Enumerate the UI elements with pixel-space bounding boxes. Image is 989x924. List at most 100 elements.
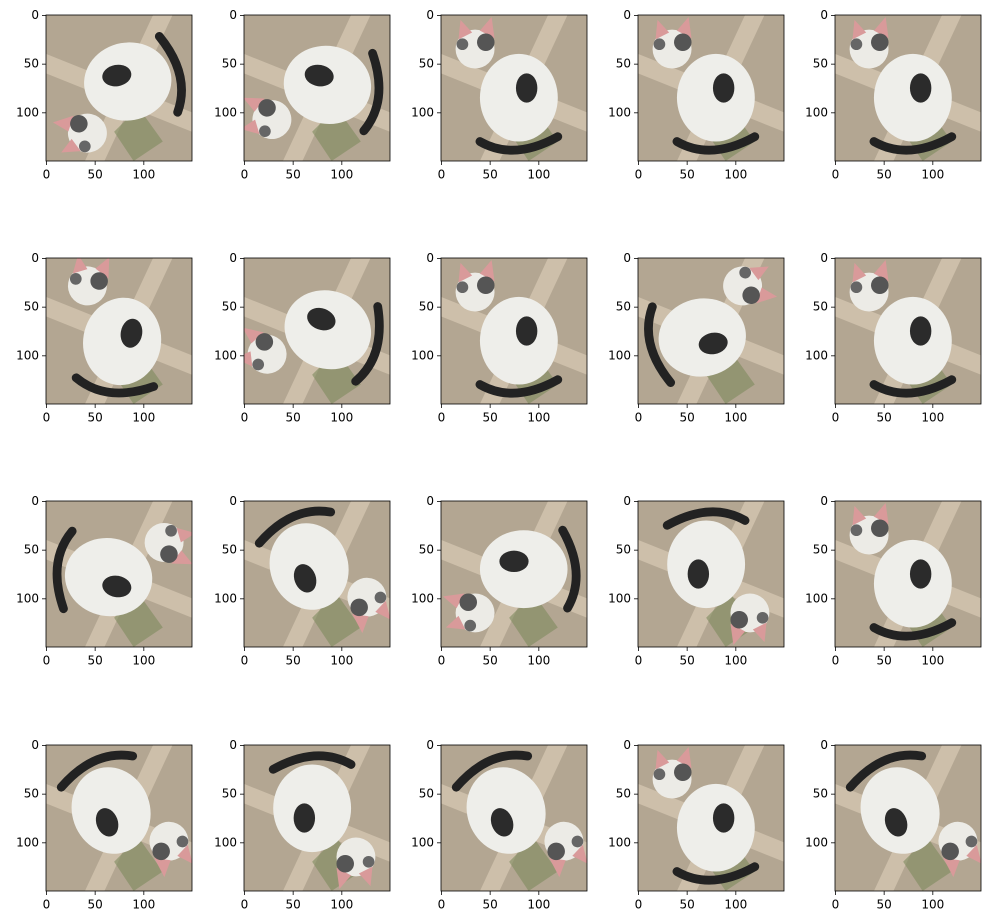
y-tick-label: 100	[608, 105, 631, 119]
y-tick-label: 100	[411, 591, 434, 605]
cat-spot	[95, 808, 119, 837]
y-tick-label: 50	[419, 300, 434, 314]
cat-ears	[244, 327, 264, 367]
cat-ears	[655, 16, 692, 40]
axes-frame	[45, 257, 193, 405]
axes-frame	[834, 14, 982, 162]
cat-patch	[456, 281, 469, 294]
axes-frame	[637, 500, 785, 648]
cat-patch	[941, 842, 959, 861]
x-tick-label: 0	[635, 898, 643, 912]
cat-patch	[374, 591, 387, 604]
y-tick-label: 100	[608, 835, 631, 849]
x-tick-label: 50	[483, 898, 498, 912]
cat-tail	[351, 302, 384, 386]
image-panel	[244, 501, 391, 647]
y-tick-label: 100	[214, 591, 237, 605]
cat-tail	[475, 375, 563, 398]
x-tick-label: 0	[832, 898, 840, 912]
cat-tail	[268, 751, 356, 774]
cat-spot	[515, 316, 538, 346]
y-tick-label: 100	[608, 591, 631, 605]
cat-tail	[56, 750, 138, 792]
cat-ears	[52, 115, 81, 153]
cat-patch	[176, 835, 189, 848]
axes-frame	[440, 257, 588, 405]
x-tick-label: 0	[43, 411, 51, 425]
cat-patch	[152, 842, 170, 861]
x-tick-label: 0	[43, 654, 51, 668]
y-tick-label: 100	[16, 105, 39, 119]
x-tick-label: 50	[88, 168, 103, 182]
x-tick-label: 100	[132, 411, 155, 425]
y-tick-label: 0	[229, 494, 237, 508]
y-tick-label: 100	[214, 835, 237, 849]
x-tick-label: 50	[88, 898, 103, 912]
cat-spot	[102, 575, 132, 598]
y-tick-label: 50	[813, 57, 828, 71]
cat	[652, 16, 760, 155]
x-tick-label: 0	[241, 168, 249, 182]
cat-spot	[102, 64, 132, 87]
image-panel	[244, 745, 390, 891]
cat-patch	[258, 99, 276, 117]
cat-tail	[869, 132, 957, 155]
x-tick-label: 100	[132, 168, 155, 182]
cat-patch	[350, 598, 368, 617]
y-tick-label: 0	[426, 738, 434, 752]
y-tick-label: 100	[16, 348, 39, 362]
x-tick-label: 50	[680, 168, 695, 182]
y-tick-label: 50	[616, 543, 631, 557]
image-panel	[441, 15, 587, 161]
cat-patch	[653, 38, 666, 51]
cat	[455, 16, 563, 155]
cat-tail	[672, 132, 760, 155]
cat	[442, 525, 581, 633]
x-tick-label: 0	[241, 898, 249, 912]
x-tick-label: 0	[438, 654, 446, 668]
cat	[652, 746, 760, 885]
x-tick-label: 0	[438, 898, 446, 912]
x-tick-label: 100	[921, 898, 944, 912]
cat-spot	[698, 332, 728, 355]
y-tick-label: 50	[616, 787, 631, 801]
cat-tail	[71, 373, 159, 398]
axes-frame	[440, 744, 588, 892]
x-tick-label: 100	[527, 654, 550, 668]
cat-patch	[871, 519, 889, 538]
y-tick-label: 100	[608, 348, 631, 362]
x-tick-label: 100	[330, 168, 353, 182]
y-tick-label: 0	[229, 738, 237, 752]
image-panel	[244, 258, 390, 404]
image-panel	[638, 745, 784, 891]
x-tick-label: 0	[635, 411, 643, 425]
cat	[244, 290, 384, 386]
x-tick-label: 50	[286, 654, 301, 668]
cat-patch	[742, 286, 760, 305]
y-tick-label: 50	[616, 300, 631, 314]
y-tick-label: 100	[805, 835, 828, 849]
x-tick-label: 50	[88, 411, 103, 425]
y-tick-label: 50	[813, 543, 828, 557]
cat-spot	[307, 307, 336, 331]
cat-patch	[965, 835, 978, 848]
x-tick-label: 100	[724, 411, 747, 425]
image-panel	[638, 501, 784, 647]
cat-ears	[458, 16, 495, 40]
x-tick-label: 100	[330, 654, 353, 668]
cat-ears	[852, 16, 889, 40]
cat-spot	[120, 318, 143, 348]
cat-tail	[672, 862, 760, 885]
x-tick-label: 100	[921, 168, 944, 182]
image-panel	[835, 501, 981, 647]
y-tick-label: 0	[426, 8, 434, 22]
y-tick-label: 50	[813, 787, 828, 801]
cat	[849, 502, 957, 641]
image-panel	[441, 745, 588, 891]
x-tick-label: 100	[724, 898, 747, 912]
cat-ears	[336, 866, 373, 890]
x-tick-label: 100	[724, 654, 747, 668]
y-tick-label: 0	[229, 8, 237, 22]
cat-ears	[852, 502, 889, 526]
y-tick-label: 50	[222, 787, 237, 801]
